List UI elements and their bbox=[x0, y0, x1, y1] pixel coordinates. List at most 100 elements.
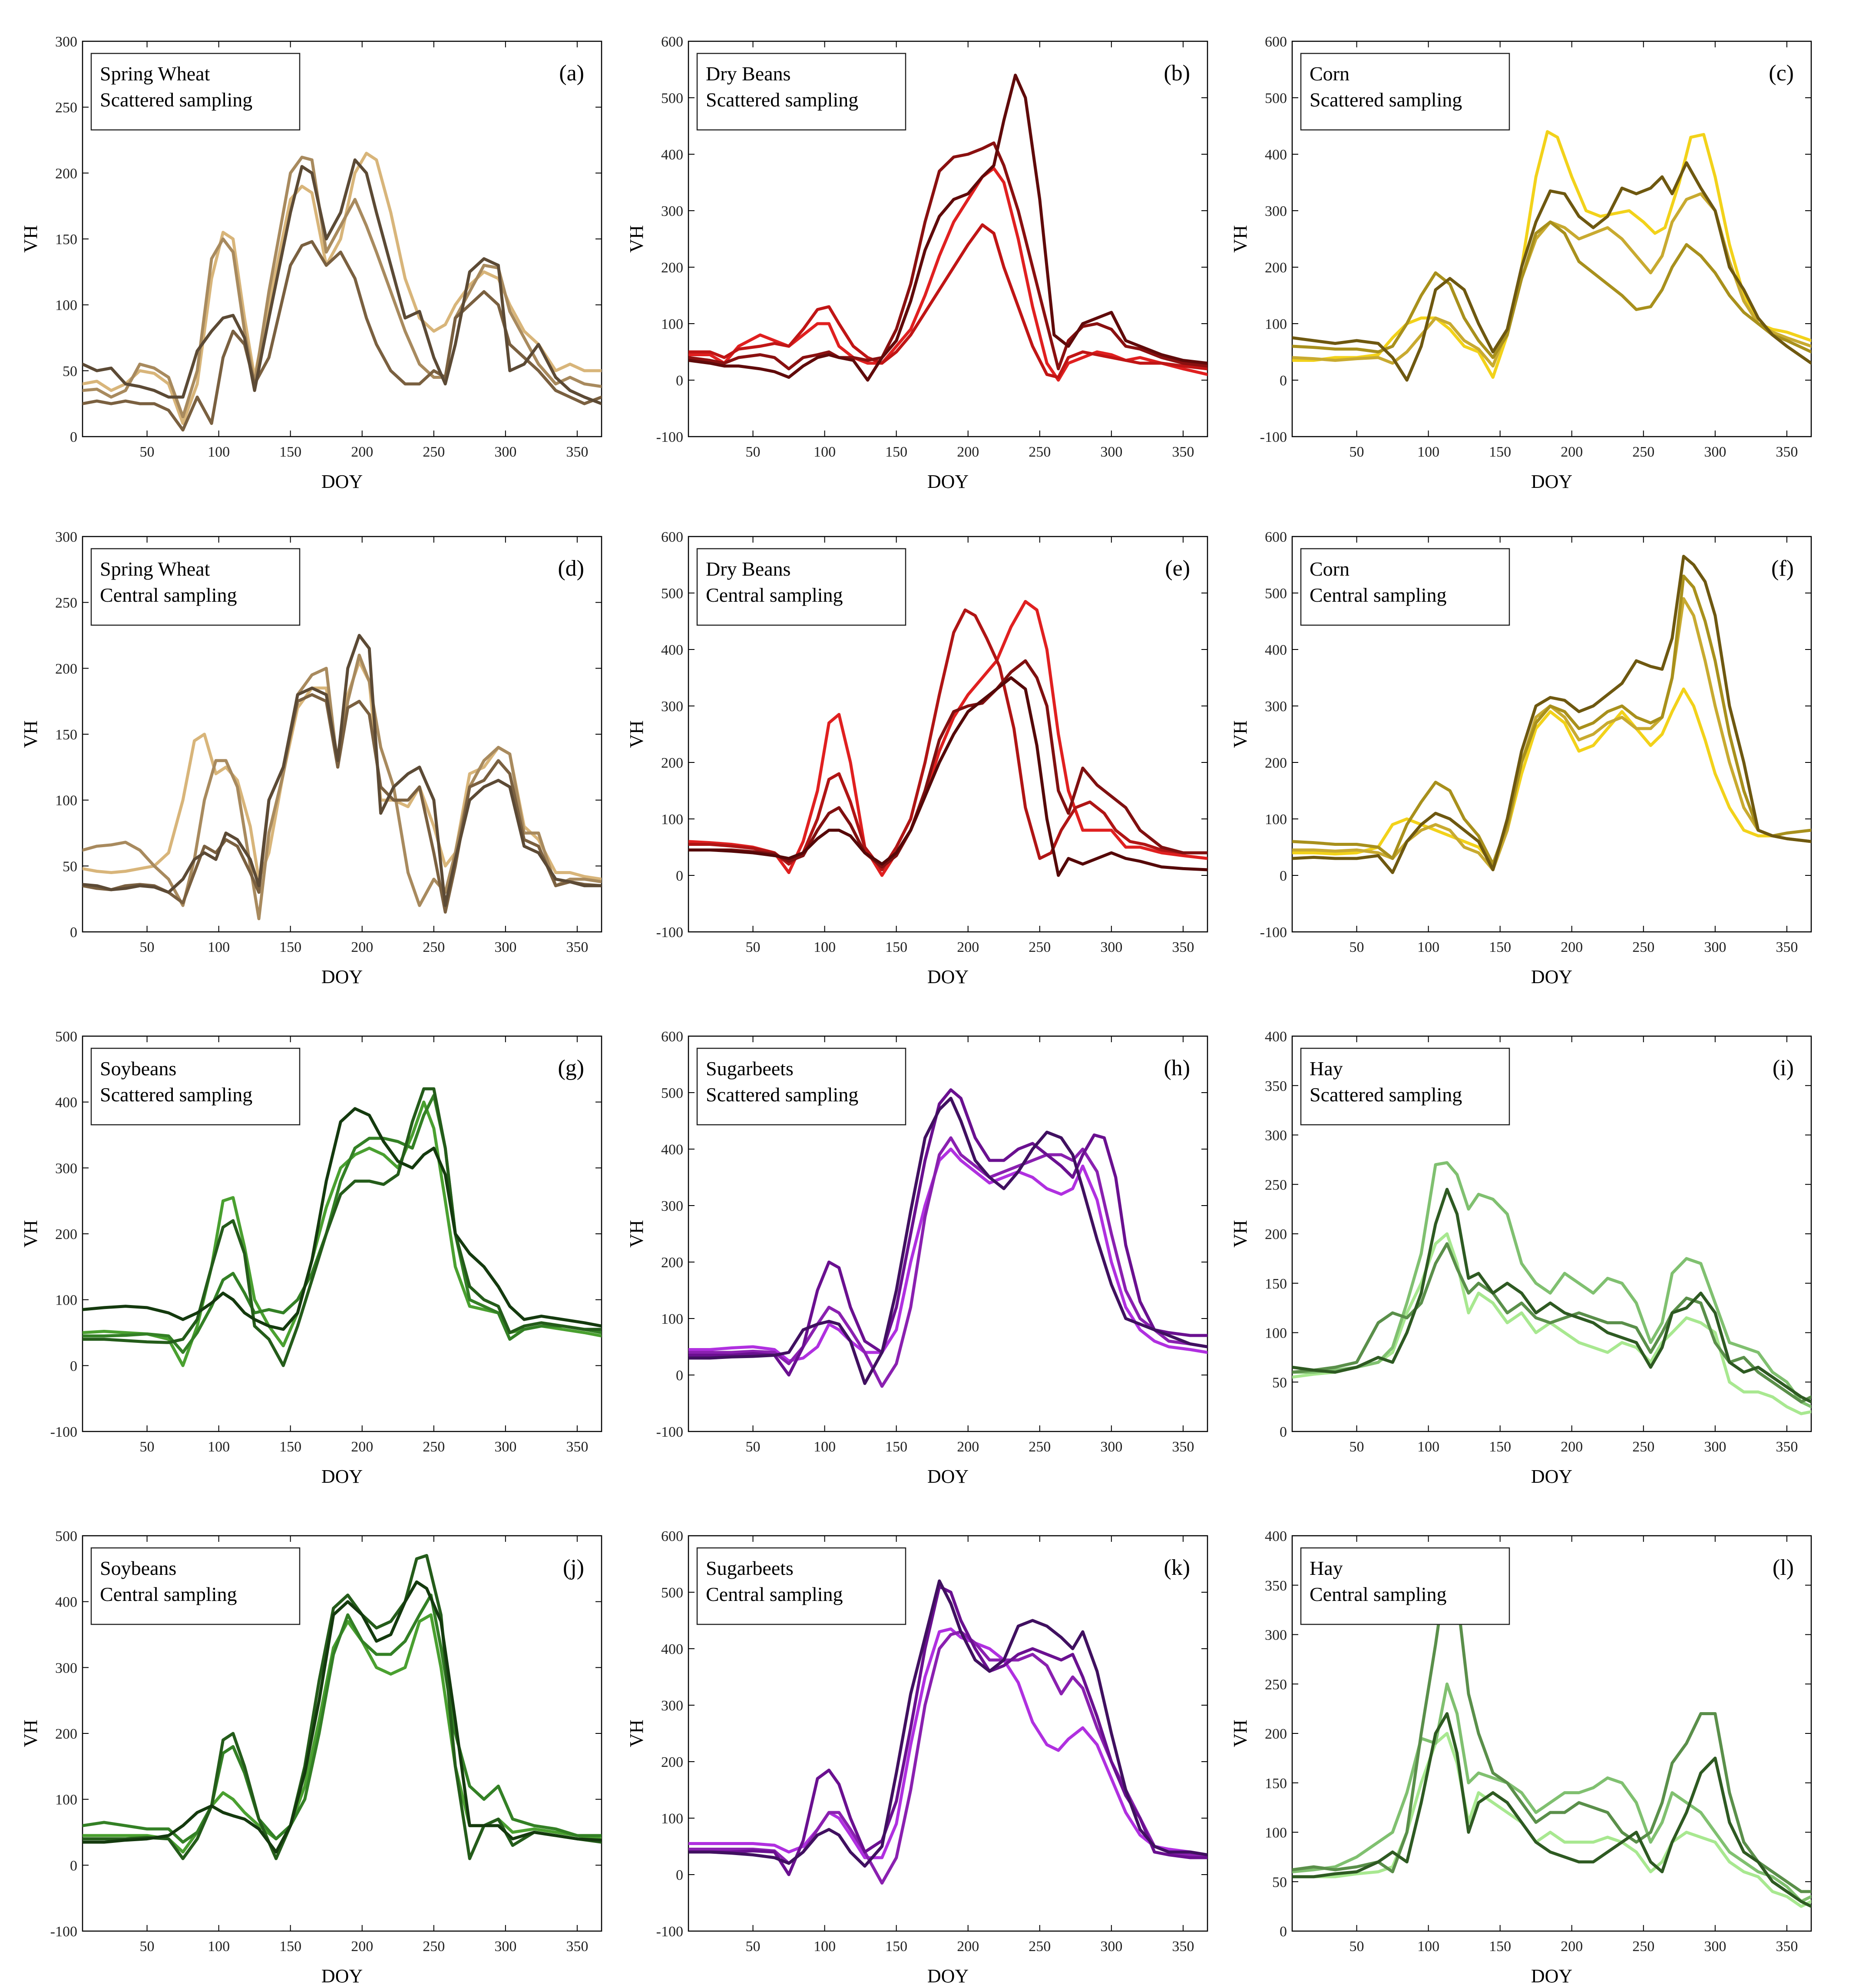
x-tick-label: 150 bbox=[279, 939, 301, 955]
y-tick-label: -100 bbox=[656, 924, 683, 941]
x-tick-label: 50 bbox=[746, 939, 761, 955]
legend-sampling-type: Central sampling bbox=[100, 1583, 237, 1605]
series-line-s1 bbox=[688, 600, 1207, 877]
series-line-s4 bbox=[1292, 1712, 1811, 1908]
y-tick-label: 500 bbox=[1265, 90, 1287, 106]
series-line-s4 bbox=[1292, 555, 1811, 874]
y-tick-label: 300 bbox=[1265, 203, 1287, 219]
x-axis-label: DOY bbox=[927, 1466, 969, 1487]
y-tick-label: -100 bbox=[50, 1924, 77, 1940]
x-tick-label: 150 bbox=[1489, 1938, 1511, 1955]
legend-box bbox=[90, 548, 301, 626]
x-tick-label: 200 bbox=[1561, 1439, 1583, 1455]
y-tick-label: 0 bbox=[1280, 1424, 1287, 1440]
x-tick-label: 250 bbox=[1632, 1439, 1654, 1455]
y-tick-label: -100 bbox=[656, 1924, 683, 1940]
series-line-s3 bbox=[688, 141, 1207, 371]
legend-sampling-type: Central sampling bbox=[706, 584, 843, 606]
x-tick-label: 200 bbox=[1561, 939, 1583, 955]
y-tick-label: 400 bbox=[1265, 1029, 1287, 1045]
series-line-s2 bbox=[1292, 1161, 1811, 1408]
panel-f: 50 100 150 200 250 300 350 -100 0 100 200 300 400 500… bbox=[1230, 529, 1812, 987]
x-tick-label: 100 bbox=[208, 1439, 230, 1455]
series-line-s4 bbox=[83, 1107, 602, 1331]
x-tick-label: 350 bbox=[566, 444, 588, 460]
x-tick-label: 250 bbox=[423, 1938, 445, 1955]
y-tick-label: -100 bbox=[656, 429, 683, 445]
x-tick-label: 300 bbox=[1100, 1439, 1122, 1455]
y-tick-label: 300 bbox=[55, 529, 77, 545]
y-axis-label: VH bbox=[1230, 720, 1251, 748]
y-axis-label: VH bbox=[626, 720, 647, 748]
x-tick-label: 350 bbox=[1172, 1938, 1194, 1955]
y-tick-label: 250 bbox=[1265, 1177, 1287, 1193]
x-axis-label: DOY bbox=[927, 471, 969, 492]
y-tick-label: 0 bbox=[676, 868, 683, 884]
y-tick-label: 500 bbox=[661, 1585, 683, 1601]
panel-label: (h) bbox=[1164, 1056, 1190, 1080]
x-axis-label: DOY bbox=[1531, 1965, 1572, 1987]
legend-sampling-type: Central sampling bbox=[100, 584, 237, 606]
panel-i: 50 100 150 200 250 300 350 0 50 100 150 200 250 300 35… bbox=[1230, 1029, 1812, 1487]
y-tick-label: 200 bbox=[55, 1226, 77, 1242]
legend-box bbox=[696, 1547, 906, 1625]
x-tick-label: 150 bbox=[885, 939, 907, 955]
y-tick-label: 300 bbox=[1265, 1128, 1287, 1144]
y-tick-label: 300 bbox=[661, 1198, 683, 1214]
legend-crop-name: Spring Wheat bbox=[100, 558, 210, 580]
legend-box bbox=[1300, 1047, 1510, 1126]
y-tick-label: 500 bbox=[1265, 586, 1287, 602]
x-tick-label: 50 bbox=[746, 444, 761, 460]
y-axis-label: VH bbox=[1230, 225, 1251, 253]
series-group bbox=[688, 600, 1207, 877]
x-tick-label: 100 bbox=[1417, 939, 1439, 955]
y-tick-label: 300 bbox=[55, 1160, 77, 1176]
y-tick-label: 0 bbox=[70, 1358, 77, 1374]
y-tick-label: 100 bbox=[661, 1311, 683, 1327]
y-tick-label: 300 bbox=[661, 699, 683, 715]
x-tick-label: 100 bbox=[814, 444, 836, 460]
x-tick-label: 100 bbox=[814, 1439, 836, 1455]
x-tick-label: 100 bbox=[814, 1938, 836, 1955]
panel-b: 50 100 150 200 250 300 350 -100 0 100 200 300 400 500… bbox=[626, 34, 1208, 492]
series-line-s4 bbox=[688, 1097, 1207, 1385]
series-line-s4 bbox=[83, 158, 602, 405]
x-axis-label: DOY bbox=[321, 1965, 363, 1987]
series-line-s3 bbox=[688, 659, 1207, 868]
series-line-s4 bbox=[688, 676, 1207, 877]
x-tick-label: 300 bbox=[494, 939, 516, 955]
x-tick-label: 350 bbox=[566, 939, 588, 955]
x-tick-label: 300 bbox=[1100, 444, 1122, 460]
y-axis-label: VH bbox=[626, 1220, 647, 1248]
series-group bbox=[1292, 130, 1811, 382]
x-tick-label: 300 bbox=[1100, 939, 1122, 955]
series-line-s3 bbox=[688, 1585, 1207, 1876]
y-tick-label: -100 bbox=[50, 1424, 77, 1440]
y-axis-label: VH bbox=[626, 225, 647, 253]
panel-label: (g) bbox=[558, 1056, 584, 1080]
panel-g: 50 100 150 200 250 300 350 -100 0 100 200 300 400 500… bbox=[20, 1029, 602, 1487]
y-tick-label: 600 bbox=[661, 1528, 683, 1544]
y-tick-label: 200 bbox=[55, 661, 77, 677]
y-tick-label: -100 bbox=[1260, 429, 1287, 445]
y-tick-label: 100 bbox=[1265, 316, 1287, 332]
x-tick-label: 100 bbox=[1417, 1439, 1439, 1455]
x-tick-label: 350 bbox=[1172, 1439, 1194, 1455]
series-line-s3 bbox=[1292, 1564, 1811, 1893]
y-tick-label: 0 bbox=[1280, 373, 1287, 389]
x-tick-label: 300 bbox=[1704, 1439, 1726, 1455]
y-tick-label: 150 bbox=[1265, 1276, 1287, 1292]
x-tick-label: 50 bbox=[140, 444, 155, 460]
panel-label: (f) bbox=[1771, 556, 1794, 581]
legend-crop-name: Hay bbox=[1310, 1557, 1343, 1579]
y-tick-label: 250 bbox=[55, 595, 77, 611]
x-tick-label: 100 bbox=[208, 444, 230, 460]
y-tick-label: 300 bbox=[1265, 699, 1287, 715]
x-tick-label: 250 bbox=[1632, 1938, 1654, 1955]
legend-crop-name: Soybeans bbox=[100, 1557, 176, 1579]
x-tick-label: 150 bbox=[279, 1439, 301, 1455]
panel-label: (l) bbox=[1773, 1555, 1794, 1580]
series-line-s2 bbox=[83, 156, 602, 418]
panel-l: 50 100 150 200 250 300 350 0 50 100 150 200 250 300 35… bbox=[1230, 1528, 1812, 1987]
